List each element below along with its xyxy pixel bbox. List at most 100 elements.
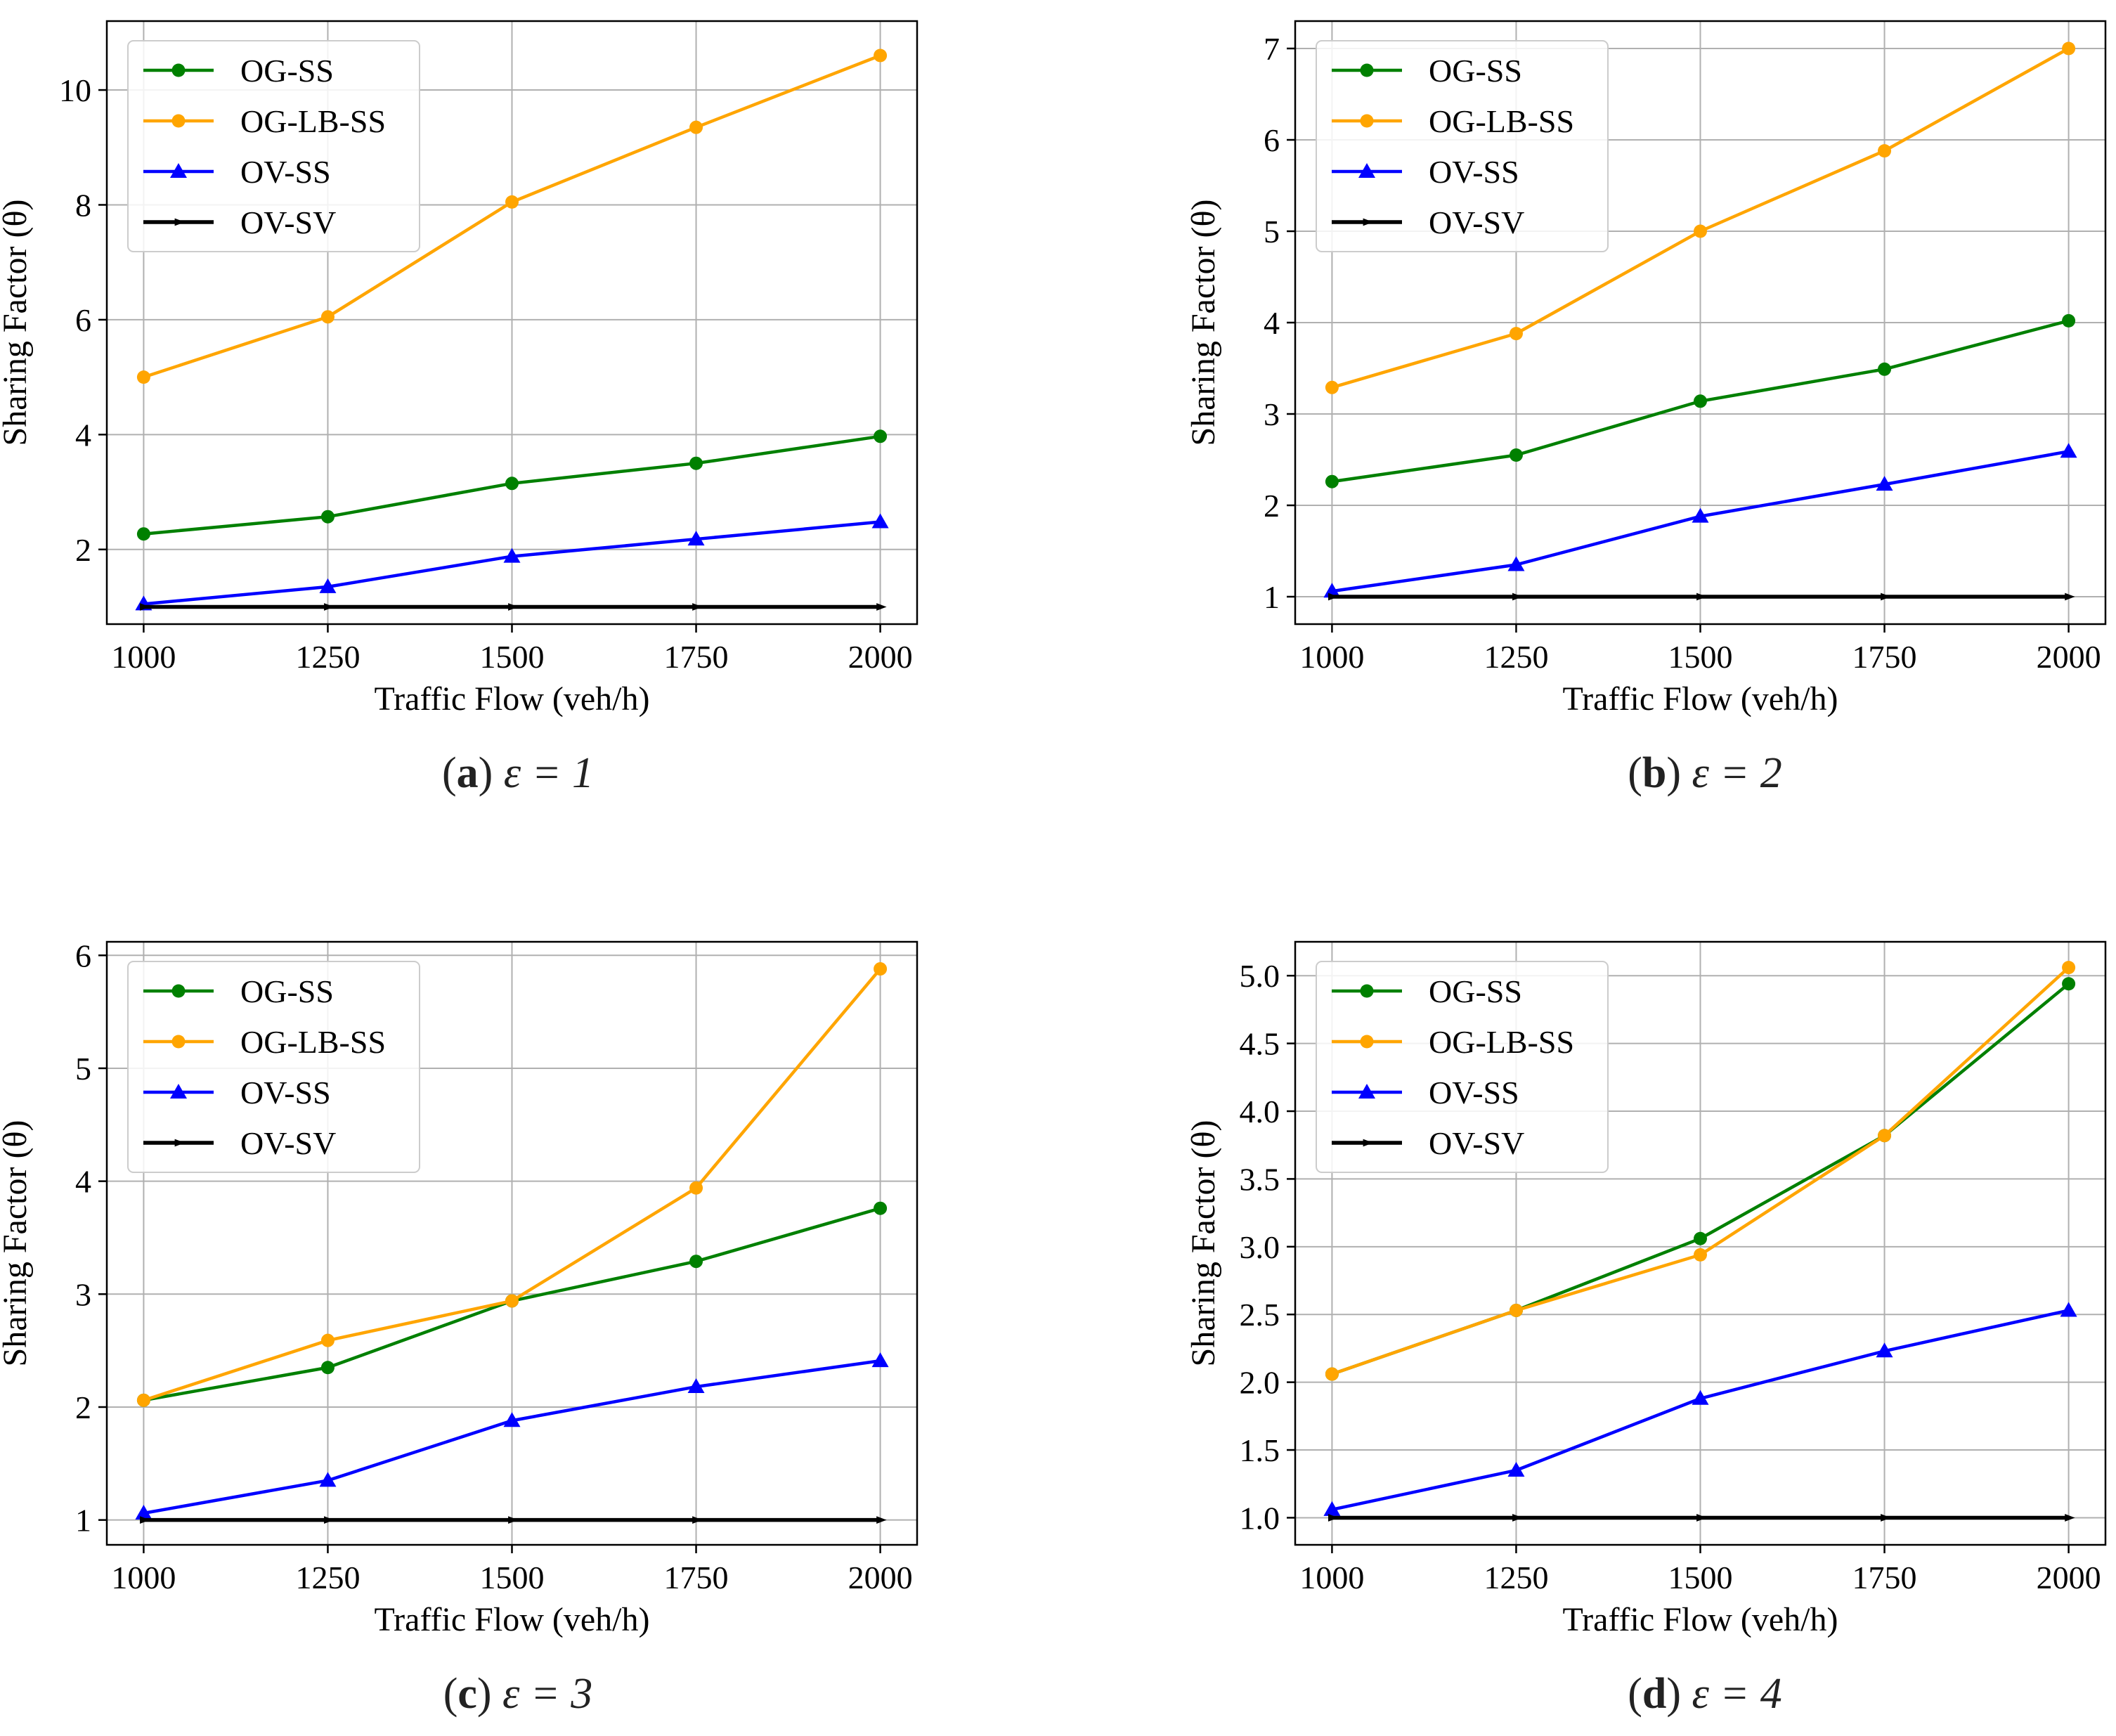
data-point-ov-sv-0 [140,603,150,611]
data-point-og-ss-0 [136,527,150,541]
data-point-ov-sv-3 [692,1516,703,1524]
data-point-ov-sv-1 [1512,592,1523,601]
legend-marker-og-lb-ss [171,1035,186,1049]
legend-label-ov-ss: OV-SS [240,154,331,190]
data-point-ov-sv-2 [508,603,519,611]
data-point-ov-sv-3 [1881,592,1891,601]
x-tick-label-0: 1000 [1299,1560,1364,1595]
data-point-og-lb-ss-0 [1325,380,1339,394]
chart-b: 1000 1250 1500 1750 2000 1 2 3 4 5 6 7 Traffic Flow … [1185,20,2107,718]
legend-marker-ov-ss [1358,163,1375,178]
y-tick-label-1: 1.5 [1240,1432,1280,1468]
caption-b-letter: b [1642,749,1667,797]
x-tick-label-4: 2000 [2037,639,2101,675]
data-point-ov-ss-3 [687,531,705,546]
y-tick-label-1: 2 [1264,488,1280,524]
data-point-ov-sv-2 [1696,592,1707,601]
y-tick-label-3: 2.5 [1240,1297,1280,1333]
legend-label-og-ss: OG-SS [1429,53,1522,89]
x-tick-label-4: 2000 [848,639,913,675]
chart-d: 1000 1250 1500 1750 2000 1.0 1.5 2.0 2.5 3.0 3.5 4.… [1185,940,2107,1638]
data-point-ov-sv-1 [324,603,335,611]
data-point-ov-sv-1 [1512,1514,1523,1522]
x-tick-label-3: 1750 [1852,1560,1917,1595]
data-point-ov-sv-4 [876,603,887,611]
legend-label-og-lb-ss: OG-LB-SS [240,103,386,139]
y-tick-label-8: 5.0 [1240,958,1280,994]
data-point-og-lb-ss-1 [1509,327,1523,341]
x-tick-label-2: 1500 [480,1560,545,1595]
legend-label-ov-ss: OV-SS [1429,154,1519,190]
y-axis-label: Sharing Factor (θ) [0,1120,34,1367]
data-point-ov-sv-0 [1328,592,1339,601]
legend-marker-ov-sv [1363,1139,1373,1147]
y-tick-label-2: 3 [75,1276,91,1312]
x-tick-label-1: 1250 [1484,639,1548,675]
x-tick-label-2: 1500 [480,639,545,675]
data-point-og-lb-ss-1 [1509,1303,1523,1317]
y-axis-label: Sharing Factor (θ) [1185,200,1222,446]
data-point-og-lb-ss-4 [2062,961,2076,975]
x-tick-label-1: 1250 [295,639,360,675]
data-point-og-ss-2 [505,477,519,491]
data-point-ov-ss-3 [1876,476,1893,491]
data-point-ov-ss-2 [503,548,521,563]
legend-box [1316,961,1609,1173]
legend-label-og-ss: OG-SS [240,973,334,1009]
legend-marker-og-ss [171,984,186,998]
data-point-ov-ss-1 [319,578,337,593]
legend-marker-ov-ss [170,1084,187,1099]
legend-marker-ov-ss [170,163,187,178]
y-tick-label-0: 1 [1264,579,1280,615]
caption-d-letter: d [1642,1670,1667,1718]
y-tick-label-0: 1.0 [1240,1500,1280,1536]
legend-marker-ov-sv [174,218,185,226]
legend-marker-ov-sv [1363,218,1373,226]
y-tick-label-3: 8 [75,187,91,223]
x-tick-label-4: 2000 [2037,1560,2101,1595]
data-point-ov-sv-2 [508,1516,519,1524]
caption-c-letter: c [457,1670,477,1718]
data-point-ov-ss-4 [871,1352,889,1368]
data-point-ov-ss-4 [871,513,889,529]
data-point-ov-ss-4 [2060,443,2077,458]
legend-label-og-ss: OG-SS [240,53,334,89]
legend-marker-og-ss [1360,984,1374,998]
y-tick-label-4: 5 [75,1051,91,1087]
x-tick-label-1: 1250 [1484,1560,1548,1595]
y-tick-label-5: 3.5 [1240,1161,1280,1197]
data-point-ov-ss-0 [135,1505,152,1520]
legend-label-og-lb-ss: OG-LB-SS [1429,1024,1574,1060]
y-tick-label-6: 4.0 [1240,1094,1280,1129]
data-point-og-ss-2 [1694,394,1707,408]
x-tick-label-3: 1750 [1852,639,1917,675]
x-axis-label: Traffic Flow (veh/h) [1563,680,1838,718]
data-point-og-ss-0 [1325,474,1339,488]
caption-a-letter: a [456,749,479,797]
legend-label-ov-sv: OV-SV [240,1125,336,1161]
x-axis-label: Traffic Flow (veh/h) [1563,1601,1838,1638]
data-point-og-lb-ss-4 [874,48,888,63]
chart-a: 1000 1250 1500 1750 2000 2 4 6 8 10 Traffic Flow (… [0,20,919,718]
data-point-og-ss-3 [1878,362,1892,376]
data-point-ov-sv-3 [1881,1514,1891,1522]
legend-marker-og-ss [171,63,186,77]
data-point-ov-sv-1 [324,1516,335,1524]
data-point-og-lb-ss-4 [874,962,888,976]
legend-label-og-ss: OG-SS [1429,973,1522,1009]
data-point-og-lb-ss-1 [320,1333,335,1347]
y-tick-label-5: 6 [75,938,91,973]
data-point-og-lb-ss-3 [1878,144,1892,158]
caption-a: (a) ε = 1 [441,749,595,797]
caption-a-expr: ε = 1 [503,749,595,797]
data-point-og-lb-ss-0 [1325,1367,1339,1381]
data-point-og-lb-ss-3 [689,1181,703,1195]
legend-box [1316,40,1609,252]
data-point-og-lb-ss-2 [1694,224,1707,238]
data-point-ov-ss-4 [2060,1302,2077,1317]
data-point-og-ss-4 [874,429,888,443]
data-point-og-lb-ss-3 [1878,1129,1892,1143]
legend-label-og-lb-ss: OG-LB-SS [240,1024,386,1060]
y-tick-label-3: 4 [75,1164,91,1200]
